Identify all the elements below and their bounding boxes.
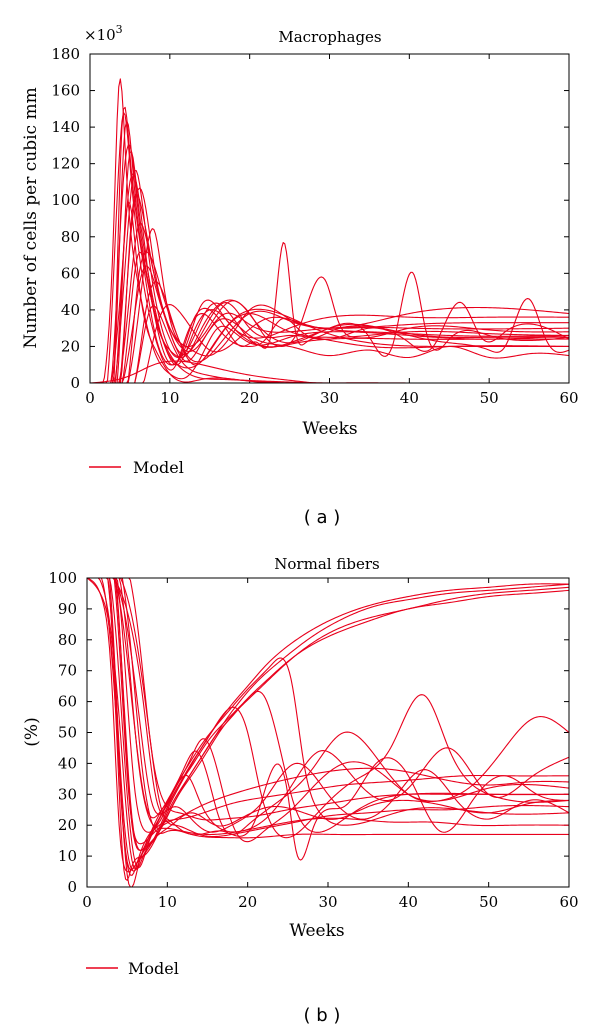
chart-a-title: Macrophages: [278, 28, 381, 46]
chart-a: Macrophages ×103 0 10 20 30 40 50 60 0 20 40 60 80 1…: [21, 23, 579, 528]
chart-b-xtick-label: 20: [238, 893, 257, 911]
chart-b-title: Normal fibers: [274, 555, 379, 573]
chart-a-series-line-8: [90, 106, 570, 384]
chart-a-xtick-label: 10: [160, 389, 179, 407]
chart-b-series-line-18: [87, 577, 570, 851]
chart-a-xtick-label: 50: [480, 389, 499, 407]
chart-b-xtick-label: 50: [479, 893, 498, 911]
chart-b-ytick-label: 70: [58, 662, 77, 680]
chart-a-ylabel: Number of cells per cubic mm: [21, 87, 41, 348]
chart-a-legend-label: Model: [133, 458, 184, 477]
chart-b-series-line-1: [86, 577, 570, 881]
chart-b-ticks: 0 10 20 30 40 50 60 0 10 20 30 40 50 60 70 80 90 100: [48, 569, 578, 911]
chart-a-xlabel: Weeks: [302, 419, 357, 439]
chart-b-xtick-label: 30: [318, 893, 337, 911]
chart-a-series-line-12: [90, 251, 569, 384]
chart-a-ytick-label: 40: [61, 301, 80, 319]
chart-a-xtick-label: 60: [559, 389, 578, 407]
chart-b-ytick-label: 20: [58, 816, 77, 834]
chart-a-y-multiplier-exp: 3: [116, 23, 123, 36]
chart-a-series-line-14: [90, 303, 570, 384]
chart-a-xtick-label: 40: [400, 389, 419, 407]
chart-b-ytick-label: 90: [58, 600, 77, 618]
chart-a-series-line-2: [90, 144, 570, 384]
chart-b-ytick-label: 50: [58, 724, 77, 742]
chart-a-series-line-9: [90, 120, 569, 384]
chart-a-series-line-15: [90, 187, 570, 384]
chart-b-panel-label: ( b ): [304, 1005, 341, 1026]
chart-b-series-line-2: [87, 577, 570, 888]
chart-a-ytick-label: 120: [51, 155, 80, 173]
chart-b-xtick-label: 60: [559, 893, 578, 911]
chart-b-series-line-10: [87, 577, 570, 833]
chart-a-y-multiplier: ×103: [84, 23, 123, 44]
chart-a-legend: Model: [89, 458, 184, 477]
chart-b-ytick-label: 60: [58, 693, 77, 711]
chart-a-xtick-label: 0: [85, 389, 95, 407]
chart-a-ytick-label: 180: [51, 45, 80, 63]
chart-b-series-line-15: [87, 577, 570, 833]
chart-b-plot-frame: [86, 577, 570, 888]
chart-a-panel-label: ( a ): [304, 507, 341, 528]
chart-b-ytick-label: 10: [58, 847, 77, 865]
chart-a-series-line-10: [90, 150, 570, 384]
chart-a-ytick-label: 80: [61, 228, 80, 246]
chart-a-series-line-13: [90, 281, 570, 384]
chart-b-xlabel: Weeks: [289, 921, 344, 941]
chart-a-ytick-label: 60: [61, 264, 80, 282]
chart-a-series-group: [89, 78, 570, 384]
chart-b-ytick-label: 80: [58, 631, 77, 649]
chart-b-ytick-label: 100: [48, 569, 77, 587]
chart-a-ytick-label: 0: [70, 374, 80, 392]
chart-b-xtick-label: 10: [158, 893, 177, 911]
chart-b-series-line-14: [87, 577, 569, 839]
chart-b-series-line-12: [87, 577, 570, 838]
chart-b-series-group: [86, 577, 570, 888]
chart-a-xtick-label: 30: [320, 389, 339, 407]
chart-b-series-line-16: [87, 577, 570, 845]
chart-b-legend-label: Model: [128, 959, 179, 978]
chart-b-series-line-13: [87, 577, 570, 836]
chart-b-ytick-label: 40: [58, 754, 77, 772]
chart-b-ytick-label: 30: [58, 785, 77, 803]
chart-b-xtick-label: 0: [82, 893, 92, 911]
chart-b-series-line-11: [87, 577, 570, 861]
chart-a-ytick-label: 100: [51, 191, 80, 209]
chart-b-ytick-label: 0: [67, 878, 77, 896]
chart-a-ytick-label: 20: [61, 337, 80, 355]
chart-a-xtick-label: 20: [240, 389, 259, 407]
chart-a-ytick-label: 140: [51, 118, 80, 136]
chart-b-series-line-3: [87, 577, 570, 870]
chart-b-series-line-7: [87, 577, 570, 869]
chart-a-series-line-3: [90, 173, 570, 384]
chart-b-legend: Model: [86, 959, 179, 978]
chart-a-plot-frame: [89, 53, 570, 384]
chart-b-series-line-17: [87, 577, 569, 821]
chart-b-xtick-label: 40: [399, 893, 418, 911]
chart-a-series-line-1: [90, 111, 570, 384]
chart-a-y-multiplier-base: ×10: [84, 26, 116, 44]
chart-b: Normal fibers 0 10 20 30 40 50 60 0 10 20 30 40 50 60…: [22, 555, 579, 1026]
chart-a-ytick-label: 160: [51, 82, 80, 100]
chart-a-ticks: 0 10 20 30 40 50 60 0 20 40 60 80 100 120 140 160 180: [51, 45, 578, 407]
chart-b-ylabel: (%): [22, 717, 42, 746]
